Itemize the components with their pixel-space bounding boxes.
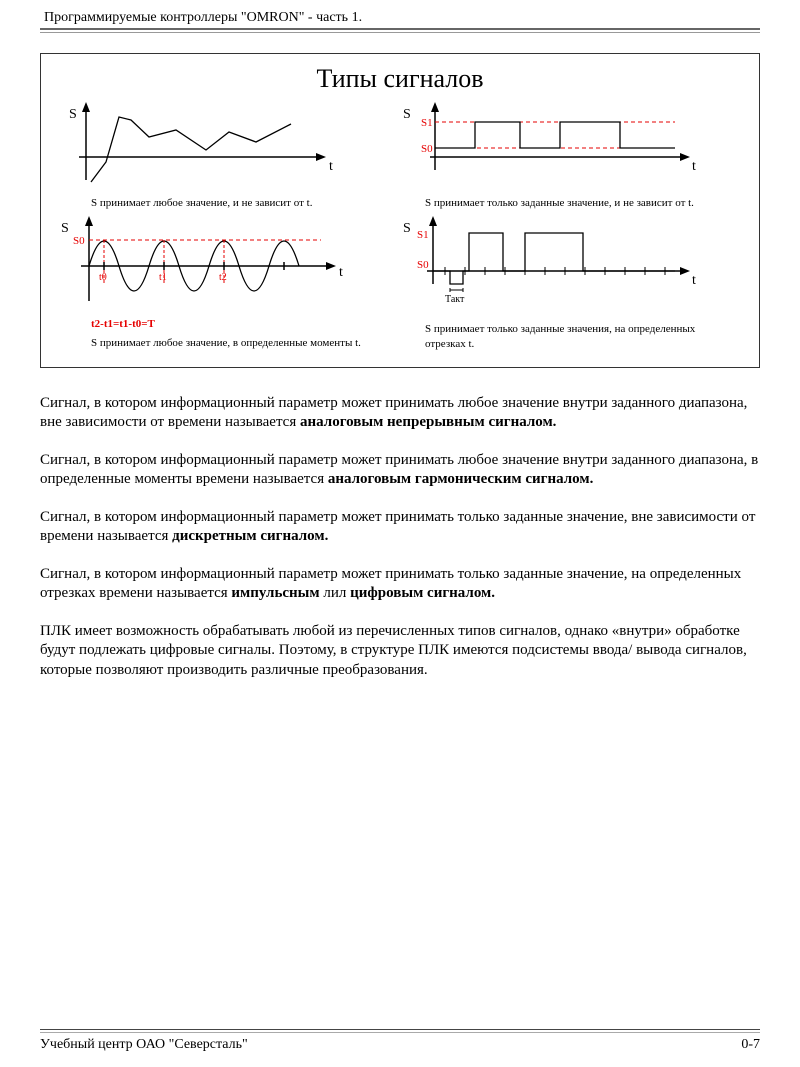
axis-s-label: S xyxy=(69,107,77,122)
p3-bold: дискретным сигналом. xyxy=(172,528,328,544)
chart-discrete: S S1 S0 t S принимает только заданные зн… xyxy=(395,102,705,210)
label-takt: Такт xyxy=(445,294,465,305)
label-s0: S0 xyxy=(421,143,433,155)
chart3-caption: S принимает только заданные значение, и … xyxy=(395,196,705,210)
label-t2: t2 xyxy=(219,272,227,283)
p3-text: Сигнал, в котором информационный парамет… xyxy=(40,509,755,545)
paragraph-4: Сигнал, в котором информационный парамет… xyxy=(40,565,760,604)
label-t0: t0 xyxy=(99,272,107,283)
label-s1: S1 xyxy=(421,117,433,129)
page-footer: Учебный центр ОАО "Северсталь" 0-7 xyxy=(40,1029,760,1053)
p4-bold1: импульсным xyxy=(231,585,319,601)
footer-left: Учебный центр ОАО "Северсталь" xyxy=(40,1037,248,1053)
label-t1: t1 xyxy=(159,272,167,283)
footer-rule xyxy=(40,1029,760,1033)
footer-right: 0-7 xyxy=(741,1037,760,1053)
axis-s-label: S xyxy=(403,107,411,122)
chart1-svg: S t xyxy=(61,102,371,192)
header-rule xyxy=(40,32,760,33)
p2-bold: аналоговым гармоническим сигналом. xyxy=(328,471,593,487)
page-header: Программируемые контроллеры "OMRON" - ча… xyxy=(40,10,760,30)
paragraph-1: Сигнал, в котором информационный парамет… xyxy=(40,394,760,433)
chart3-svg: S S1 S0 t xyxy=(395,102,705,192)
chart1-caption: S принимает любое значение, и не зависит… xyxy=(61,196,371,210)
paragraph-5: ПЛК имеет возможность обрабатывать любой… xyxy=(40,622,760,681)
label-s0: S0 xyxy=(417,259,429,271)
axis-s-label: S xyxy=(403,221,411,236)
p4-mid: лил xyxy=(320,585,351,601)
chart4-svg: S S1 S0 t xyxy=(395,216,705,316)
chart2-svg: S S0 t t0 t1 xyxy=(61,216,371,316)
axis-t-label: t xyxy=(692,159,696,174)
axis-t-label: t xyxy=(339,265,343,280)
axis-s-label: S xyxy=(61,221,69,236)
axis-t-label: t xyxy=(329,159,333,174)
diagram-title: Типы сигналов xyxy=(61,64,739,94)
chart-analog-harmonic: S S0 t t0 t1 xyxy=(61,216,371,351)
axis-t-label: t xyxy=(692,273,696,288)
chart4-caption: S принимает только заданные значения, на… xyxy=(395,322,705,351)
label-s0: S0 xyxy=(73,235,85,247)
paragraph-2: Сигнал, в котором информационный парамет… xyxy=(40,451,760,490)
p1-bold: аналоговым непрерывным сигналом. xyxy=(300,414,556,430)
paragraph-3: Сигнал, в котором информационный парамет… xyxy=(40,508,760,547)
diagram-container: Типы сигналов S t S принимает любое знач… xyxy=(40,53,760,368)
chart-analog-continuous: S t S принимает любое значение, и не зав… xyxy=(61,102,371,210)
chart-digital: S S1 S0 t xyxy=(395,216,705,351)
chart2-caption: S принимает любое значение, в определенн… xyxy=(61,336,371,350)
p4-bold2: цифровым сигналом. xyxy=(350,585,495,601)
label-s1: S1 xyxy=(417,229,429,241)
chart2-formula: t2-t1=t1-t0=T xyxy=(61,318,371,330)
